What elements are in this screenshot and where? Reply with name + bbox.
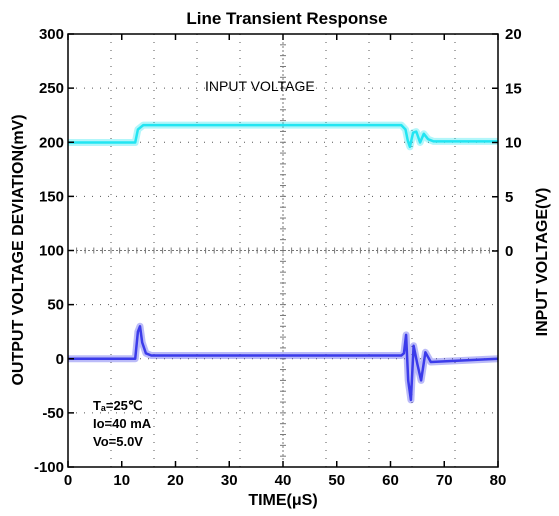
y-tick-label-left: 250 (39, 80, 64, 97)
series-line-0 (68, 123, 498, 149)
right-axis-title: INPUT VOLTAGE(V) (534, 188, 551, 337)
ticks (67, 33, 499, 468)
condition-output-current: Io=40 mA (93, 416, 152, 431)
y-tick-label-left: 0 (56, 351, 64, 368)
x-tick-label: 10 (113, 472, 130, 489)
right-tick-labels: 0 5 10 15 20 (505, 26, 522, 260)
condition-ambient-temp: Tₐ=25℃ (93, 398, 143, 413)
y-tick-label-left: 300 (39, 26, 64, 43)
x-tick-label: 50 (328, 472, 345, 489)
x-tick-labels: 0 10 20 30 40 50 60 70 80 (64, 472, 507, 489)
y-tick-label-right: 0 (505, 243, 513, 260)
y-tick-label-right: 5 (505, 189, 513, 206)
left-axis-title: OUTPUT VOLTAGE DEVIATION(mV) (10, 114, 27, 385)
x-tick-label: 60 (382, 472, 399, 489)
chart-title: Line Transient Response (186, 9, 387, 28)
left-tick-labels: -100 -50 0 50 100 150 200 250 300 (34, 26, 64, 476)
x-tick-label: 80 (490, 472, 507, 489)
y-tick-label-left: -50 (42, 405, 64, 422)
condition-output-voltage: Vo=5.0V (93, 434, 143, 449)
x-axis-title: TIME(μS) (248, 492, 317, 509)
y-tick-label-right: 15 (505, 80, 522, 97)
series-label-input-voltage: INPUT VOLTAGE (205, 78, 315, 94)
x-tick-label: 0 (64, 472, 72, 489)
x-tick-label: 40 (275, 472, 292, 489)
x-tick-label: 30 (221, 472, 238, 489)
y-tick-label-left: -100 (34, 459, 64, 476)
y-tick-label-left: 150 (39, 188, 64, 205)
x-tick-label: 20 (167, 472, 184, 489)
y-tick-label-left: 100 (39, 243, 64, 260)
traces (68, 121, 499, 404)
y-tick-label-right: 10 (505, 135, 522, 152)
grid (68, 34, 498, 467)
y-tick-label-left: 50 (47, 297, 64, 314)
series-line-1 (68, 325, 499, 402)
x-tick-label: 70 (436, 472, 453, 489)
y-tick-label-left: 200 (39, 134, 64, 151)
y-tick-label-right: 20 (505, 26, 522, 43)
